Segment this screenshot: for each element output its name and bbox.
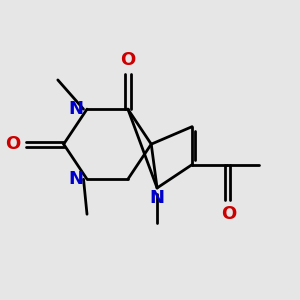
Text: N: N xyxy=(150,189,165,207)
Text: O: O xyxy=(221,205,236,223)
Text: O: O xyxy=(120,51,136,69)
Text: N: N xyxy=(68,170,83,188)
Text: N: N xyxy=(68,100,83,118)
Text: O: O xyxy=(5,135,20,153)
